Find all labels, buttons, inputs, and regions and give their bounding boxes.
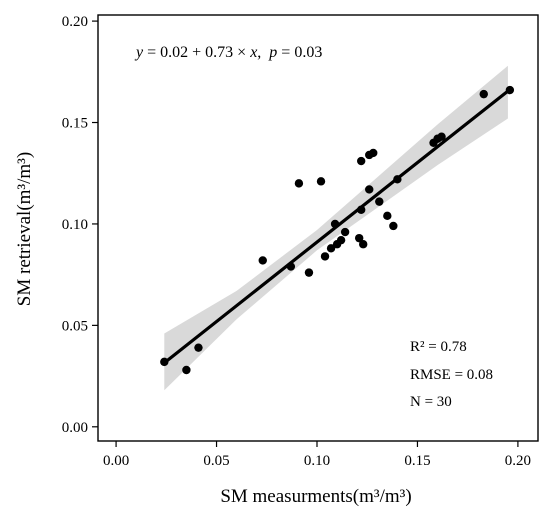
data-point [369,148,378,158]
equation-y: y [134,44,144,61]
y-tick-label: 0.05 [62,318,88,334]
x-axis-title: SM measurments(m³/m³) [220,486,411,507]
data-point [182,365,191,375]
data-point [258,256,267,265]
data-point [393,175,402,184]
x-tick-label: 0.20 [505,453,531,469]
data-point [286,262,296,271]
data-point [354,233,364,243]
data-point [326,244,336,253]
x-tick-label: 0.15 [404,453,430,469]
plot-frame [97,14,539,442]
stat-r2: R² = 0.78 [410,339,467,355]
data-point [160,357,169,367]
data-point [356,205,366,214]
stat-n: N = 30 [410,394,452,410]
data-point [336,235,346,245]
data-point [356,156,366,166]
equation-x: x [249,44,257,61]
data-point [194,343,203,352]
data-point [437,132,446,141]
data-point [505,85,515,95]
data-point [375,197,384,206]
data-point [330,219,340,229]
ticks-layer: 0.00 0.05 0.10 0.15 0.20 0.00 0.05 0.10 0.15 0.20 [62,14,531,469]
x-tick-label: 0.05 [203,453,229,469]
data-point [320,252,330,261]
data-point [316,177,326,186]
y-tick-label: 0.00 [62,420,88,436]
data-point [365,185,374,194]
data-point [304,268,314,277]
x-tick-label: 0.00 [103,453,129,469]
y-tick-label: 0.10 [62,217,88,233]
data-point [479,89,488,99]
y-axis-title: SM retrieval(m³/m³) [14,152,35,306]
data-point [340,227,350,237]
data-point [389,221,398,231]
y-tick-label: 0.15 [62,116,88,132]
data-point [383,211,392,221]
equation-p: p [268,44,277,61]
stat-rmse: RMSE = 0.08 [410,367,493,383]
x-tick-label: 0.10 [304,453,330,469]
points-layer [160,85,515,375]
data-point [359,240,368,249]
y-tick-label: 0.20 [62,14,88,30]
data-point [294,179,304,188]
equation-comma: , [257,44,269,61]
equation-part-1: = 0.02 + 0.73 × [143,44,250,61]
equation-part-2: = 0.03 [277,44,322,61]
regression-equation: y = 0.02 + 0.73 × x, p = 0.03 [134,44,322,61]
